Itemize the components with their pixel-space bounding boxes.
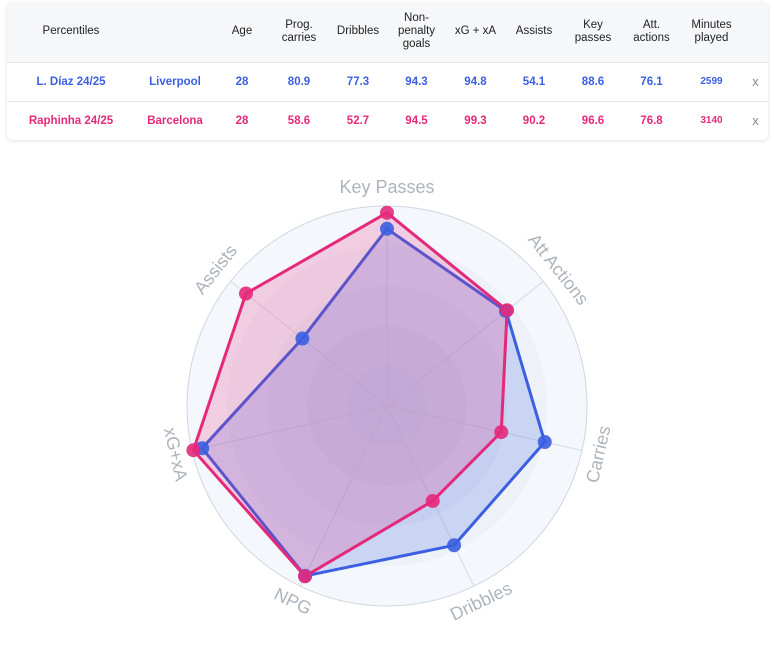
np-goals-cell: 94.3 [405,75,428,88]
att-actions-cell: 76.1 [640,75,663,88]
assists-cell: 90.2 [522,114,546,127]
minutes-cell: 2599 [700,76,723,87]
minutes-cell: 3140 [700,115,723,127]
key-passes-cell: 88.6 [581,75,605,88]
data-point [380,221,394,236]
remove-player-button[interactable]: x [752,113,759,129]
axis-label: Carries [582,424,614,485]
assists-cell: 54.1 [522,75,546,88]
age-cell: 28 [235,75,249,88]
data-point [447,538,462,553]
player-name: Raphinha 24/25 [28,114,114,127]
data-point [494,425,509,440]
series-area [191,211,509,578]
comparison-table-card: Percentiles Age Prog. carries Dribbles N… [7,2,768,140]
prog-carries-cell: 58.6 [287,114,311,127]
prog-carries-cell: 80.9 [287,75,311,88]
np-goals-cell: 94.5 [405,114,428,127]
data-point [380,205,394,220]
table-row: L. Díaz 24/25 Liverpool 28 80.9 77.3 94.… [7,62,768,101]
data-point [297,569,312,584]
dribbles-cell: 77.3 [346,75,370,88]
series-area [200,227,547,578]
header-percentiles: Percentiles [42,25,100,38]
axis-label: Key Passes [339,177,434,197]
data-point [238,286,253,301]
axis-label: xG+xA [160,425,192,483]
header-team [135,2,215,62]
header-key-passes: Key passes [574,18,612,44]
header-remove [743,2,768,62]
percentiles-table: Percentiles Age Prog. carries Dribbles N… [7,2,768,140]
xg-xa-cell: 94.8 [464,75,487,88]
age-cell: 28 [235,114,249,127]
axis-spoke [299,405,388,587]
header-np-goals: Non-penalty goals [397,12,436,51]
data-point [537,435,552,450]
header-age: Age [231,25,253,38]
team-name: Liverpool [149,75,201,88]
remove-player-button[interactable]: x [752,74,759,89]
data-point [186,443,201,458]
axis-spoke [386,280,544,407]
key-passes-cell: 96.6 [581,114,605,127]
axis-spoke [230,280,388,407]
data-point [500,303,515,318]
table-row: Raphinha 24/25 Barcelona 28 58.6 52.7 94… [7,101,768,140]
xg-xa-cell: 99.3 [464,114,487,127]
data-point [295,331,310,346]
header-dribbles: Dribbles [336,25,380,38]
header-xg-xa: xG + xA [454,25,497,38]
team-name: Barcelona [147,114,203,127]
att-actions-cell: 76.8 [640,114,663,127]
header-assists: Assists [515,25,553,38]
axis-spoke [191,405,388,451]
header-minutes: Minutes played [691,18,732,44]
header-prog-carries: Prog. carries [281,18,317,44]
header-att-actions: Att. actions [633,18,670,44]
player-name: L. Díaz 24/25 [36,75,106,88]
data-point [425,493,440,508]
dribbles-cell: 52.7 [346,114,370,127]
table-header-row: Percentiles Age Prog. carries Dribbles N… [7,2,768,62]
